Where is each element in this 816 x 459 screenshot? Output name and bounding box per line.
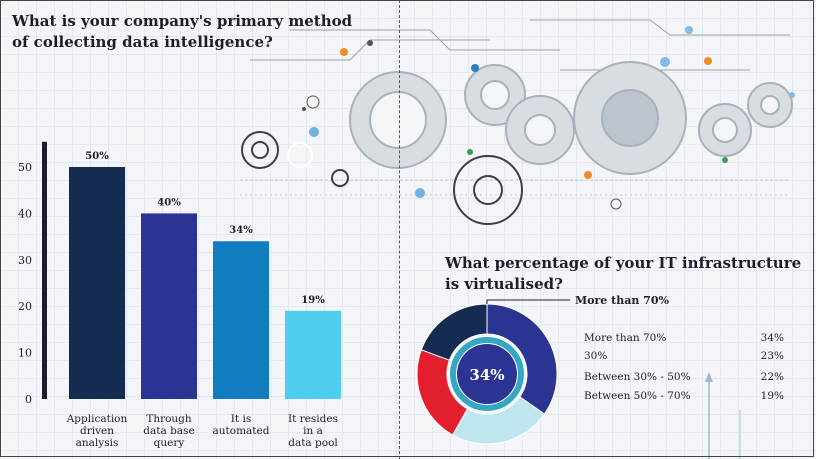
x-tick-label: automated [213, 425, 270, 437]
callout-line [486, 299, 570, 304]
donut-slice [420, 303, 488, 361]
y-tick-label: 50 [18, 161, 32, 174]
gear-outline-1-icon [241, 131, 279, 169]
y-tick-label: 0 [25, 393, 32, 406]
legend-value: 23% [760, 350, 784, 362]
x-tick-label: query [154, 437, 185, 449]
donut-center [457, 344, 517, 404]
bar-chart-title: What is your company's primary method of… [12, 12, 353, 51]
section-divider [399, 0, 400, 459]
gear-white-icon [287, 142, 313, 168]
arrow-up-icon [705, 372, 713, 382]
bar [69, 167, 125, 399]
gear-outline-3-icon [331, 169, 349, 187]
bar [285, 310, 341, 399]
gears-illustration [240, 19, 795, 225]
x-tick-label: Application [66, 413, 128, 425]
x-tick-label: It is [231, 413, 251, 425]
bar [141, 213, 197, 399]
legend-value: 22% [760, 371, 784, 383]
legend-label: 30% [584, 350, 608, 362]
x-tick-label: analysis [76, 437, 119, 449]
donut-chart: 34% More than 70% [416, 294, 741, 459]
callout-label: More than 70% [575, 294, 669, 307]
donut-ring [450, 337, 524, 411]
bar-data-label: 50% [85, 151, 109, 162]
y-tick-label: 10 [18, 347, 32, 360]
x-tick-label: Through [146, 413, 192, 425]
bar-data-label: 40% [157, 197, 181, 208]
bar-data-label: 34% [229, 225, 253, 236]
bar-data-label: 19% [301, 295, 325, 306]
x-tick-label: data base [143, 425, 194, 437]
legend-label: Between 50% - 70% [584, 390, 691, 402]
y-tick-label: 40 [18, 207, 32, 220]
legend-label: More than 70% [584, 332, 667, 344]
donut-slice [486, 303, 558, 415]
gear-outline-2-icon [453, 155, 523, 225]
legend-label: Between 30% - 50% [584, 371, 691, 383]
donut-center-label: 34% [469, 366, 504, 384]
x-tick-label: It resides [288, 413, 338, 425]
x-tick-label: in a [303, 425, 323, 437]
y-tick-label: 20 [18, 300, 32, 313]
legend-value: 19% [760, 390, 784, 402]
y-tick-label: 30 [18, 254, 32, 267]
x-tick-label: data pool [288, 437, 338, 449]
bar [213, 241, 269, 399]
pie-chart-title: What percentage of your IT infrastructur… [445, 254, 802, 293]
legend-value: 34% [760, 332, 784, 344]
x-tick-label: driven [80, 425, 114, 437]
y-axis-line [42, 141, 47, 400]
